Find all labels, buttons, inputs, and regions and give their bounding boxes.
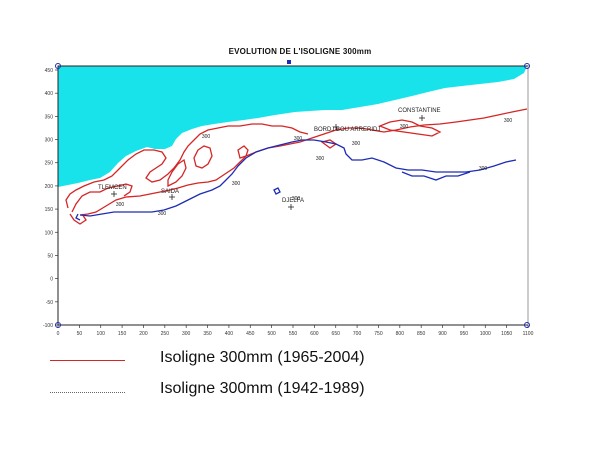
corner-marker: [524, 63, 530, 69]
y-tick-label: 150: [45, 207, 54, 213]
x-axis-ticks: 0 50 100 150 200 250 300 350 400 450 500 550 600 650 7…: [57, 325, 534, 337]
x-tick-label: 650: [332, 331, 341, 337]
isoline-red-loop-mid: [237, 145, 249, 159]
y-tick-label: 0: [50, 277, 53, 283]
isoline-red-inland-loop: [71, 183, 133, 213]
y-tick-label: 100: [45, 230, 54, 236]
sea-area: [58, 66, 527, 187]
isoline-blue-west-stub: [75, 213, 81, 221]
isoline-blue-djelfa-blob: [273, 187, 281, 195]
y-tick-label: -50: [46, 300, 53, 306]
x-tick-label: 0: [57, 331, 60, 337]
x-tick-label: 200: [139, 331, 148, 337]
y-axis-ticks: 450 400 350 300 250 200 150 100 50 0 -50 -100: [43, 68, 58, 329]
x-tick-label: 950: [460, 331, 469, 337]
x-tick-label: 600: [310, 331, 319, 337]
x-tick-label: 700: [353, 331, 362, 337]
legend-label-old: Isoligne 300mm (1942-1989): [160, 380, 365, 397]
x-tick-label: 350: [203, 331, 212, 337]
x-tick-label: 450: [246, 331, 255, 337]
x-tick-label: 250: [161, 331, 170, 337]
x-tick-label: 750: [374, 331, 383, 337]
y-tick-label: 450: [45, 68, 54, 74]
x-tick-label: 550: [289, 331, 298, 337]
isoline-blue-east-loop: [401, 171, 471, 181]
city-label: SAIDA: [161, 189, 179, 195]
x-tick-label: 400: [225, 331, 234, 337]
x-tick-label: 1100: [523, 331, 534, 337]
corner-marker: [55, 63, 61, 69]
contour-labels: 300 300 300 300 300 300 300 300 300 300 300: [116, 118, 513, 217]
top-marker: [287, 60, 291, 64]
contour-label: 300: [479, 166, 488, 172]
x-tick-label: 1050: [501, 331, 512, 337]
contour-label: 300: [292, 196, 301, 202]
legend-line-old: [50, 392, 125, 393]
contour-label: 300: [352, 141, 361, 147]
x-tick-label: 150: [118, 331, 127, 337]
x-tick-label: 50: [77, 331, 83, 337]
contour-label: 300: [504, 118, 513, 124]
city-label: TLEMCEN: [98, 185, 127, 191]
contour-label: 300: [400, 124, 409, 130]
isoline-red-coastal: [65, 123, 309, 209]
y-tick-label: 50: [47, 253, 53, 259]
isoline-blue-main: [79, 139, 517, 217]
x-tick-label: 100: [97, 331, 106, 337]
x-tick-label: 850: [417, 331, 426, 337]
legend-line-recent: [50, 360, 125, 361]
isoline-red-loop-east: [378, 119, 442, 137]
y-tick-label: 300: [45, 138, 54, 144]
isoline-red-saida-loop: [167, 158, 187, 188]
city-label: BORDJ BOU ARRERIDJ: [314, 127, 380, 133]
x-tick-label: 1000: [480, 331, 491, 337]
corner-marker: [524, 322, 530, 328]
contour-label: 300: [158, 211, 167, 217]
contour-label: 300: [202, 134, 211, 140]
y-tick-label: 250: [45, 161, 54, 167]
city-label: DJELFA: [282, 198, 304, 204]
contour-label: 300: [232, 181, 241, 187]
legend-label-recent: Isoligne 300mm (1965-2004): [160, 349, 365, 366]
contour-label: 300: [316, 156, 325, 162]
isoline-red-tlemcen-loop: [69, 213, 87, 225]
x-tick-label: 900: [438, 331, 447, 337]
city-label: CONSTANTINE: [398, 108, 441, 114]
y-tick-label: 400: [45, 91, 54, 97]
map-title: EVOLUTION DE L'ISOLIGNE 300mm: [228, 47, 372, 56]
isoline-1942-1989: [75, 139, 517, 221]
y-tick-label: 350: [45, 114, 54, 120]
x-tick-label: 500: [267, 331, 276, 337]
isoline-red-loop-west: [193, 145, 213, 169]
x-tick-label: 300: [182, 331, 191, 337]
y-tick-label: -100: [43, 323, 53, 329]
y-tick-label: 200: [45, 184, 54, 190]
contour-label: 300: [294, 136, 303, 142]
contour-label: 300: [116, 202, 125, 208]
x-tick-label: 800: [396, 331, 405, 337]
city-markers: TLEMCEN SAIDA DJELFA BORDJ BOU ARRERIDJ CONS…: [98, 108, 441, 210]
